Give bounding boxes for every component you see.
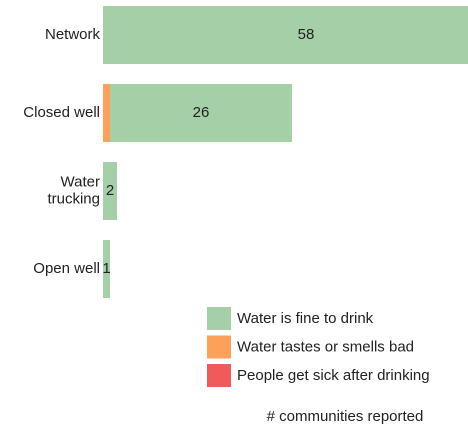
legend-label: Water is fine to drink (237, 310, 374, 327)
bar-segment (103, 84, 110, 142)
data-label: 2 (106, 182, 114, 199)
bar-segment (103, 6, 468, 64)
legend-swatch (207, 307, 231, 330)
data-label: 1 (102, 260, 110, 277)
legend-label: People get sick after drinking (237, 367, 430, 384)
legend-swatch (207, 364, 231, 387)
legend-label: Water tastes or smells bad (237, 338, 414, 355)
y-tick-label: Open well (33, 260, 100, 277)
data-label: 26 (193, 104, 210, 121)
legend-swatch (207, 335, 231, 359)
bar-segment (103, 162, 117, 220)
x-axis-label: # communities reported (267, 408, 424, 425)
data-label: 58 (298, 26, 315, 43)
bar-segment (110, 84, 292, 142)
bar-segment (103, 240, 110, 298)
y-tick-label: Network (45, 26, 101, 43)
y-tick-label: Water trucking (47, 173, 100, 207)
y-tick-label: Closed well (23, 104, 100, 121)
